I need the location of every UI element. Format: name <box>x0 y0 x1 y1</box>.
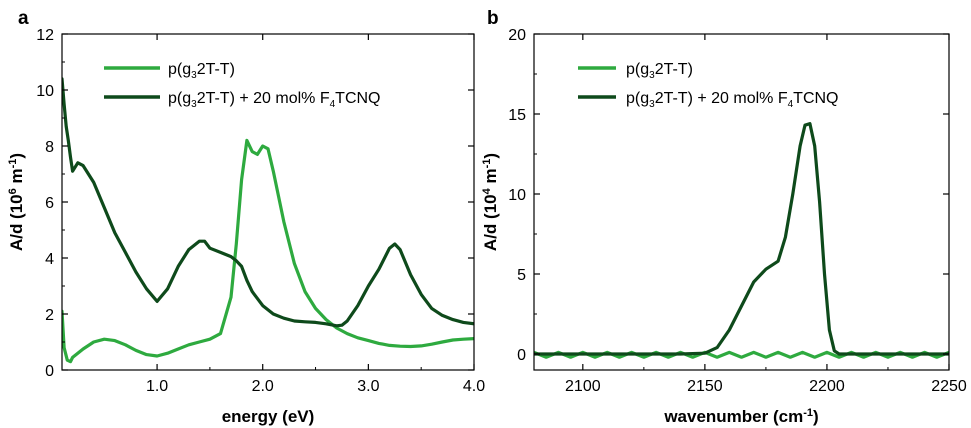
series-line-1 <box>62 138 474 364</box>
plot-frame <box>61 33 475 371</box>
y-tick-label: 15 <box>508 107 526 124</box>
plot-frame <box>533 33 950 371</box>
y-tick-label: 12 <box>36 27 54 44</box>
x-tick-label: 3.0 <box>357 378 379 395</box>
x-tick-label: 2.0 <box>252 378 274 395</box>
legend-label-2: p(g32T-T) + 20 mol% F4TCNQ <box>168 90 381 110</box>
y-tick-label: 4 <box>45 251 54 268</box>
y-tick-label: 8 <box>45 139 54 156</box>
panel-label: b <box>487 8 499 29</box>
y-axis-title: A/d (104 m-1) <box>481 153 500 251</box>
y-tick-label: 10 <box>508 187 526 204</box>
panel-label: a <box>18 8 29 29</box>
series-line-2 <box>534 121 949 356</box>
series-line-2 <box>62 77 474 328</box>
legend-label-1: p(g32T-T) <box>168 61 235 81</box>
y-tick-label: 5 <box>517 267 526 284</box>
x-tick-label: 2250 <box>931 378 967 395</box>
x-axis-title: energy (eV) <box>222 407 315 426</box>
x-tick-label: 4.0 <box>463 378 485 395</box>
y-axis-title: A/d (106 m-1) <box>7 153 26 251</box>
panel-b: 2100 2150 2200 2250 0 5 10 15 20 b wavenumber (cm-… <box>481 8 967 426</box>
y-tick-label: 0 <box>45 363 54 380</box>
x-tick-label: 2200 <box>809 378 845 395</box>
y-tick-label: 2 <box>45 307 54 324</box>
x-axis-title: wavenumber (cm-1) <box>663 407 818 426</box>
legend-label-2: p(g32T-T) + 20 mol% F4TCNQ <box>626 90 839 110</box>
y-tick-label: 20 <box>508 27 526 44</box>
legend-label-1: p(g32T-T) <box>626 61 693 81</box>
y-tick-label: 6 <box>45 195 54 212</box>
x-tick-label: 2100 <box>565 378 601 395</box>
panel-a: 1.0 2.0 3.0 4.0 0 2 4 6 8 10 12 a energy (eV) A/d (10… <box>7 8 485 426</box>
y-tick-label: 0 <box>517 347 526 364</box>
x-tick-label: 2150 <box>687 378 723 395</box>
x-tick-label: 1.0 <box>146 378 168 395</box>
y-tick-label: 10 <box>36 83 54 100</box>
